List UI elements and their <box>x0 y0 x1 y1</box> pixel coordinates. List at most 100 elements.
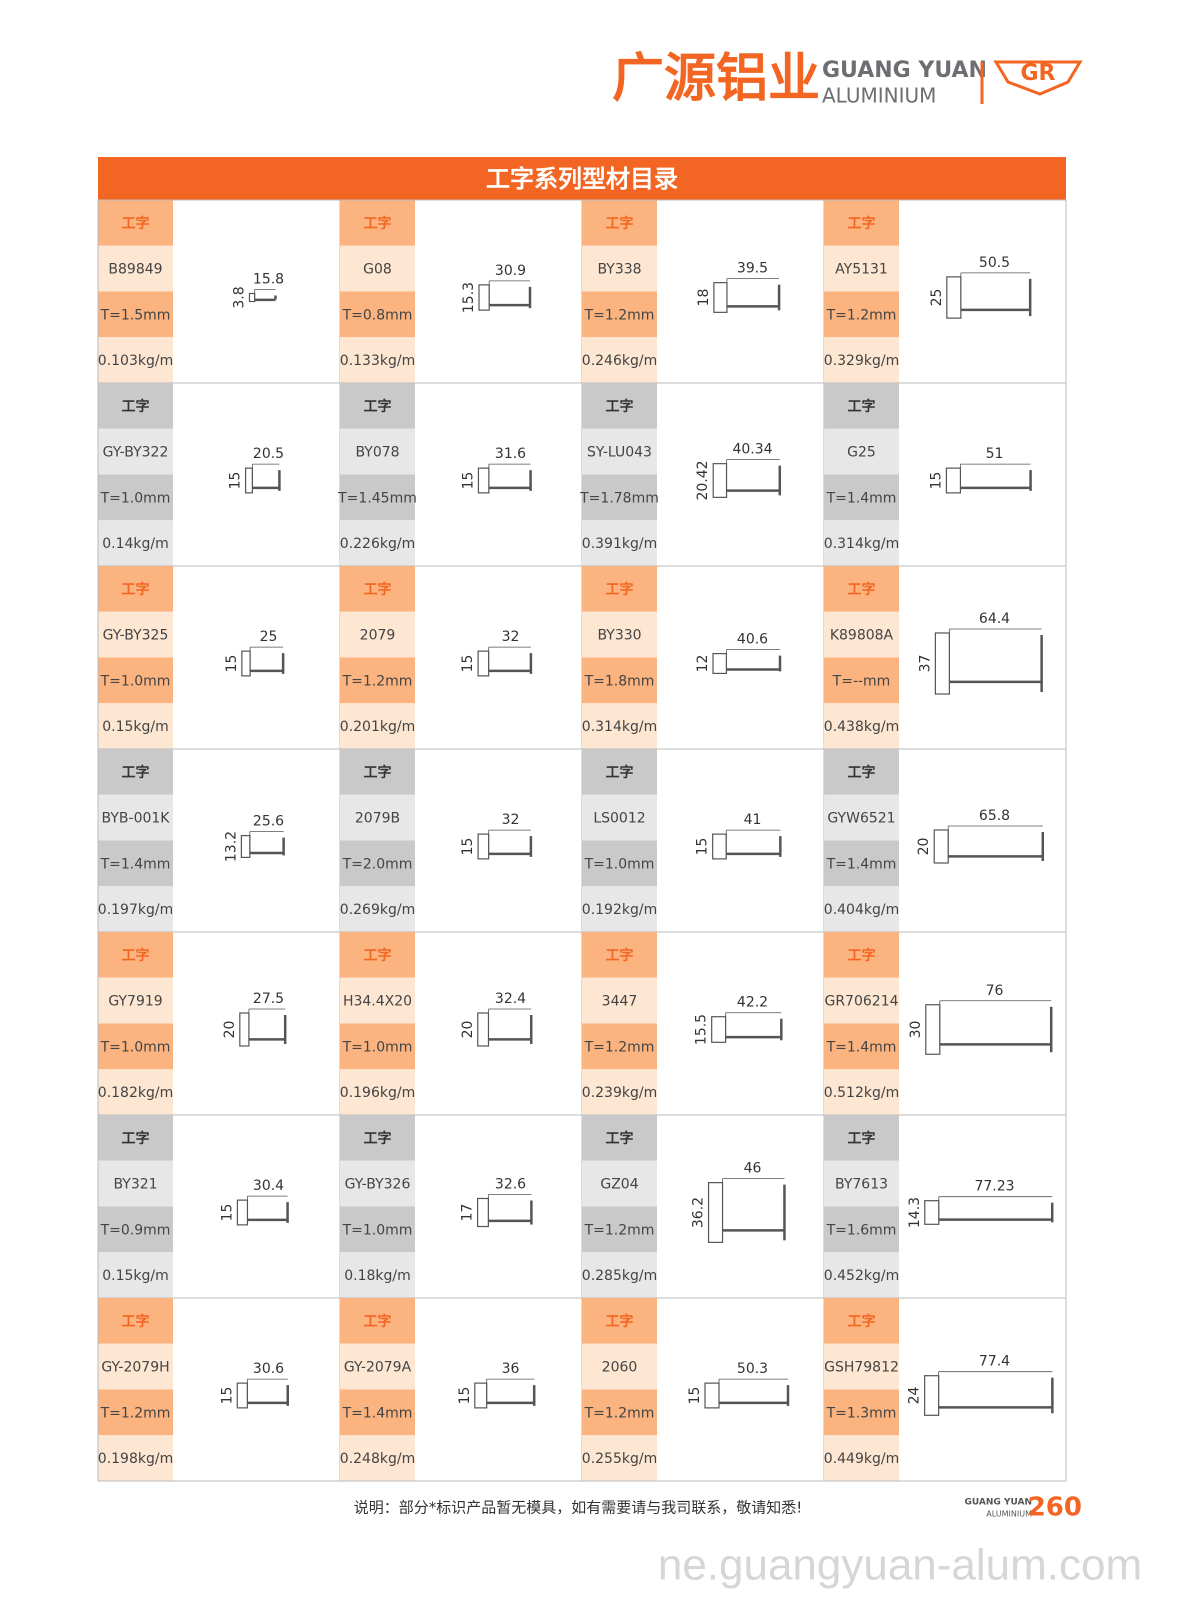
product-tag: 工字 <box>606 581 634 598</box>
dim-height: 24 <box>907 1387 923 1405</box>
product-cell: 工字 G08 T=0.8mm 0.133kg/m 30.9 15.3 <box>339 199 583 384</box>
label-bg <box>582 703 657 749</box>
dim-height: 37 <box>917 655 933 673</box>
dim-height: 15 <box>460 838 476 856</box>
label-bg <box>98 657 173 704</box>
dim-width: 40.34 <box>732 442 772 458</box>
product-thickness: T=0.8mm <box>342 307 413 323</box>
label-bg <box>98 611 173 658</box>
label-bg <box>340 383 415 429</box>
label-bg <box>98 703 173 749</box>
dim-height: 14.3 <box>907 1197 923 1228</box>
label-bg <box>98 291 173 338</box>
product-weight: 0.133kg/m <box>340 353 415 369</box>
dim-width: 32 <box>502 812 520 828</box>
label-bg <box>340 1160 415 1207</box>
dim-width: 40.6 <box>737 632 768 648</box>
dim-height: 15.3 <box>461 282 477 313</box>
label-bg <box>98 1389 173 1436</box>
product-thickness: T=1.4mm <box>826 490 897 506</box>
product-weight: 0.255kg/m <box>582 1451 657 1467</box>
label-bg <box>582 1069 657 1115</box>
product-code: G08 <box>363 262 392 278</box>
product-cell: 工字 G25 T=1.4mm 0.314kg/m 51 15 <box>823 382 1067 567</box>
product-thickness: T=1.2mm <box>342 673 413 689</box>
profile-drawing <box>711 1012 783 1043</box>
dim-width: 36 <box>502 1361 520 1377</box>
dim-width: 20.5 <box>253 446 284 462</box>
brand-cn: 广源铝业 <box>612 49 820 109</box>
label-bg <box>582 794 657 841</box>
product-cell: 工字 GSH79812 T=1.3mm 0.449kg/m 77.4 24 <box>823 1297 1067 1482</box>
brand-sub: ALUMINIUM <box>822 84 936 108</box>
label-bg <box>582 474 657 521</box>
profile-drawing <box>239 1008 287 1047</box>
label-bg <box>98 932 173 978</box>
product-weight: 0.182kg/m <box>98 1085 173 1101</box>
product-weight: 0.246kg/m <box>582 353 657 369</box>
product-weight: 0.192kg/m <box>582 902 657 918</box>
product-cell: 工字 GY7919 T=1.0mm 0.182kg/m 27.5 20 <box>97 931 341 1116</box>
dim-width: 30.4 <box>253 1178 284 1194</box>
label-bg <box>824 611 899 658</box>
dim-height: 13.2 <box>223 831 239 862</box>
product-thickness: T=1.2mm <box>826 307 897 323</box>
product-tag: 工字 <box>606 398 634 415</box>
product-thickness: T=1.2mm <box>584 307 655 323</box>
product-code: GYW6521 <box>827 811 895 827</box>
label-bg <box>582 886 657 932</box>
product-tag: 工字 <box>848 1313 876 1330</box>
product-weight: 0.197kg/m <box>98 902 173 918</box>
product-weight: 0.15kg/m <box>102 719 169 735</box>
label-bg <box>98 1435 173 1481</box>
product-tag: 工字 <box>364 398 392 415</box>
profile-drawing <box>925 1000 1053 1055</box>
dim-height: 20.42 <box>695 460 711 500</box>
label-bg <box>582 611 657 658</box>
product-cell: 工字 BY7613 T=1.6mm 0.452kg/m 77.23 14.3 <box>823 1114 1067 1299</box>
product-thickness: T=1.0mm <box>342 1222 413 1238</box>
product-tag: 工字 <box>364 1130 392 1147</box>
dim-width: 76 <box>986 983 1004 999</box>
product-weight: 0.314kg/m <box>824 536 899 552</box>
product-thickness: T=1.45mm <box>337 490 417 506</box>
label-bg <box>98 428 173 475</box>
dim-width: 50.5 <box>979 255 1010 271</box>
product-weight: 0.452kg/m <box>824 1268 899 1284</box>
label-bg <box>824 474 899 521</box>
dim-width: 77.4 <box>979 1354 1010 1370</box>
dim-height: 25 <box>929 289 945 307</box>
product-weight: 0.14kg/m <box>102 536 169 552</box>
label-bg <box>340 291 415 338</box>
label-bg <box>824 520 899 566</box>
dim-width: 51 <box>986 446 1004 462</box>
label-bg <box>582 1023 657 1070</box>
label-bg <box>582 291 657 338</box>
product-code: 3447 <box>602 994 638 1010</box>
product-thickness: T=1.2mm <box>584 1405 655 1421</box>
product-cell: 工字 BY338 T=1.2mm 0.246kg/m 39.5 18 <box>581 199 825 384</box>
watermark: ne.guangyuan-alum.com <box>658 1541 1142 1590</box>
profile-drawing <box>933 825 1045 864</box>
label-bg <box>98 749 173 795</box>
product-code: GZ04 <box>600 1177 638 1193</box>
dim-width: 65.8 <box>979 808 1010 824</box>
dim-width: 46 <box>744 1161 762 1177</box>
dim-height: 30 <box>908 1021 924 1039</box>
label-bg <box>340 1069 415 1115</box>
product-code: 2079 <box>360 628 396 644</box>
dim-width: 27.5 <box>253 991 284 1007</box>
label-bg <box>98 1298 173 1344</box>
label-bg <box>582 1206 657 1253</box>
label-bg <box>824 428 899 475</box>
label-bg <box>582 1435 657 1481</box>
product-tag: 工字 <box>606 1130 634 1147</box>
product-code: K89808A <box>830 628 894 644</box>
product-code: BY321 <box>113 1177 157 1193</box>
product-code: BYB-001K <box>102 811 171 827</box>
label-bg <box>98 840 173 887</box>
label-bg <box>824 1298 899 1344</box>
product-code: BY078 <box>355 445 399 461</box>
profile-drawing <box>248 289 277 303</box>
product-tag: 工字 <box>848 215 876 232</box>
